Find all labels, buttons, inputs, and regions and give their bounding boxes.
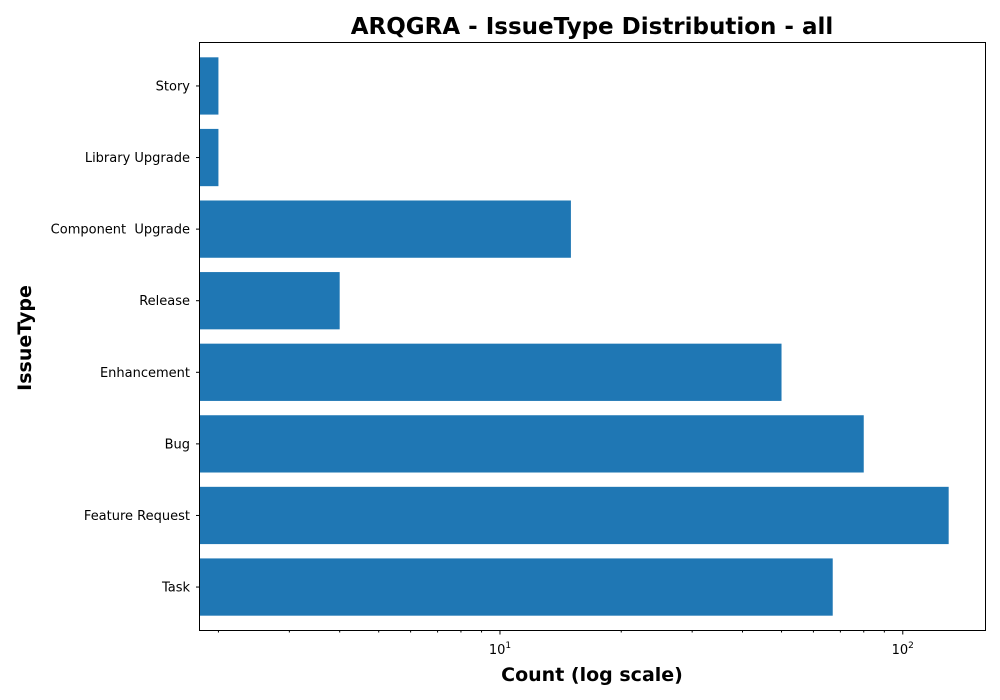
chart-title: ARQGRA - IssueType Distribution - all bbox=[351, 14, 834, 40]
bar bbox=[200, 415, 864, 473]
y-tick-label: Library Upgrade bbox=[85, 151, 190, 166]
y-tick-label: Enhancement bbox=[100, 366, 190, 381]
y-axis: Task Feature Request Bug Enhancement Release… bbox=[51, 79, 200, 596]
y-tick-label: Component Upgrade bbox=[51, 223, 190, 238]
bar bbox=[200, 343, 782, 401]
y-tick-label: Task bbox=[161, 581, 191, 596]
plot-frame bbox=[199, 42, 986, 631]
bar bbox=[200, 486, 949, 545]
bar bbox=[200, 200, 571, 258]
y-tick-label: Story bbox=[156, 79, 191, 94]
x-tick-label: 101 bbox=[489, 641, 511, 658]
x-axis: 101 102 bbox=[217, 630, 914, 658]
y-tick-label: Feature Request bbox=[84, 509, 190, 524]
y-tick-label: Bug bbox=[165, 437, 190, 452]
bar bbox=[200, 558, 833, 616]
x-axis-label: Count (log scale) bbox=[501, 664, 683, 686]
bars bbox=[200, 57, 949, 616]
bar bbox=[200, 128, 219, 187]
y-tick-label: Release bbox=[139, 294, 190, 309]
bar bbox=[200, 57, 219, 115]
y-axis-label: IssueType bbox=[14, 285, 36, 391]
x-tick-label: 102 bbox=[892, 641, 914, 658]
bar bbox=[200, 272, 340, 330]
